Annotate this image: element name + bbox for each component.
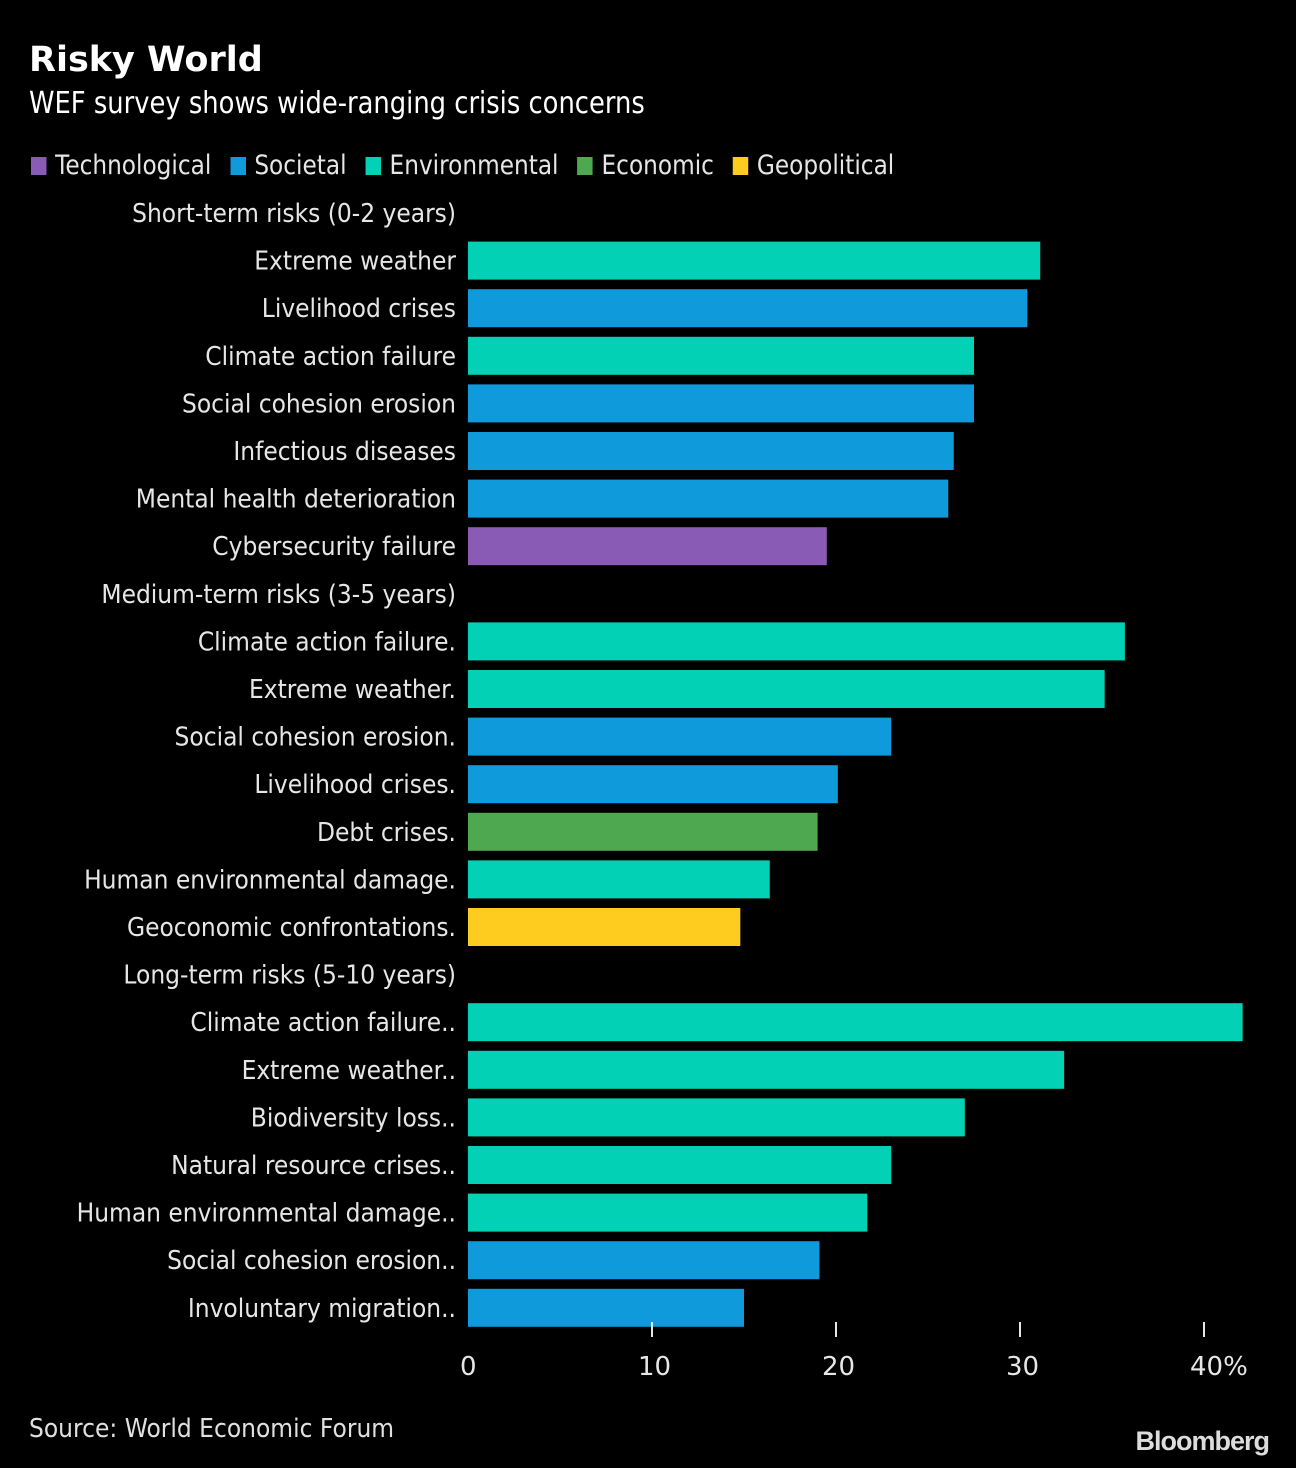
bar-social-cohesion-erosion-0 <box>468 384 974 423</box>
bar-label-geoconomic-confrontations-1: Geoconomic confrontations. <box>127 912 456 942</box>
bar-extreme-weather-0 <box>468 241 1041 280</box>
bar-label-human-environmental-damage-1: Human environmental damage. <box>84 864 456 894</box>
legend-label-technological: Technological <box>55 150 212 181</box>
bar-livelihood-crises-0 <box>468 289 1028 328</box>
bar-cybersecurity-failure-0 <box>468 527 827 566</box>
bar-mental-health-deterioration-0 <box>468 479 949 518</box>
bar-label-livelihood-crises-1: Livelihood crises. <box>254 769 456 799</box>
chart-title: Risky World <box>29 40 263 80</box>
legend-label-environmental: Environmental <box>389 150 559 181</box>
x-tick-label-0: 0 <box>460 1352 477 1382</box>
bar-label-social-cohesion-erosion-2: Social cohesion erosion.. <box>167 1245 456 1275</box>
x-tick-label-20: 20 <box>822 1352 855 1382</box>
bar-involuntary-migration-2 <box>468 1288 744 1327</box>
bar-label-extreme-weather-0: Extreme weather <box>254 245 457 275</box>
legend-item-environmental: Environmental <box>365 150 559 181</box>
bloomberg-logo: Bloomberg <box>1135 1426 1270 1456</box>
bar-human-environmental-damage-2 <box>468 1193 868 1232</box>
bar-label-infectious-diseases-0: Infectious diseases <box>233 436 456 466</box>
group-header-1: Medium-term risks (3-5 years) <box>101 579 456 609</box>
bar-geoconomic-confrontations-1 <box>468 908 741 946</box>
x-tick-label-30: 30 <box>1006 1352 1039 1382</box>
bar-biodiversity-loss-2 <box>468 1098 965 1137</box>
bar-social-cohesion-erosion-2 <box>468 1241 820 1280</box>
bar-label-climate-action-failure-1: Climate action failure. <box>198 626 456 656</box>
bar-label-human-environmental-damage-2: Human environmental damage.. <box>77 1197 456 1227</box>
legend-swatch-technological <box>31 156 47 175</box>
chart-subtitle: WEF survey shows wide-ranging crisis con… <box>29 86 645 121</box>
bar-label-extreme-weather-2: Extreme weather.. <box>242 1055 456 1085</box>
legend-item-technological: Technological <box>31 150 211 181</box>
bar-climate-action-failure-1 <box>468 622 1125 661</box>
legend-label-societal: Societal <box>254 150 347 181</box>
x-tick-label-10: 10 <box>638 1352 671 1382</box>
legend: Technological Societal Environmental Eco… <box>31 150 913 181</box>
bar-label-debt-crises-1: Debt crises. <box>317 817 456 847</box>
group-header-0: Short-term risks (0-2 years) <box>132 198 456 228</box>
source-note: Source: World Economic Forum <box>29 1414 395 1444</box>
x-tick-label-40: 40% <box>1190 1352 1248 1382</box>
bar-label-cybersecurity-failure-0: Cybersecurity failure <box>212 531 456 561</box>
bar-label-natural-resource-crises-2: Natural resource crises.. <box>171 1150 456 1180</box>
bar-human-environmental-damage-1 <box>468 860 770 899</box>
bar-infectious-diseases-0 <box>468 432 954 470</box>
legend-swatch-economic <box>577 156 593 175</box>
bar-label-climate-action-failure-0: Climate action failure <box>205 341 456 371</box>
legend-item-societal: Societal <box>230 150 347 181</box>
bar-livelihood-crises-1 <box>468 765 838 804</box>
bar-extreme-weather-2 <box>468 1050 1065 1089</box>
legend-swatch-environmental <box>365 156 381 175</box>
bar-label-climate-action-failure-2: Climate action failure.. <box>190 1007 456 1037</box>
group-header-2: Long-term risks (5-10 years) <box>123 959 456 989</box>
bar-natural-resource-crises-2 <box>468 1146 892 1184</box>
bar-label-biodiversity-loss-2: Biodiversity loss.. <box>251 1102 456 1132</box>
legend-item-economic: Economic <box>577 150 714 181</box>
bar-label-livelihood-crises-0: Livelihood crises <box>262 293 456 323</box>
bar-label-mental-health-deterioration-0: Mental health deterioration <box>136 483 456 513</box>
legend-swatch-geopolitical <box>732 156 749 175</box>
bar-climate-action-failure-0 <box>468 336 974 375</box>
legend-label-geopolitical: Geopolitical <box>756 150 895 181</box>
bar-extreme-weather-1 <box>468 670 1105 708</box>
bar-debt-crises-1 <box>468 812 818 851</box>
legend-swatch-societal <box>230 156 246 175</box>
bar-climate-action-failure-2 <box>468 1003 1243 1042</box>
bar-label-involuntary-migration-2: Involuntary migration.. <box>188 1293 456 1323</box>
legend-item-geopolitical: Geopolitical <box>732 150 895 181</box>
bar-label-extreme-weather-1: Extreme weather. <box>249 674 456 704</box>
bar-label-social-cohesion-erosion-0: Social cohesion erosion <box>182 388 456 418</box>
bar-label-social-cohesion-erosion-1: Social cohesion erosion. <box>175 721 456 751</box>
legend-label-economic: Economic <box>601 150 714 181</box>
bar-social-cohesion-erosion-1 <box>468 717 892 756</box>
